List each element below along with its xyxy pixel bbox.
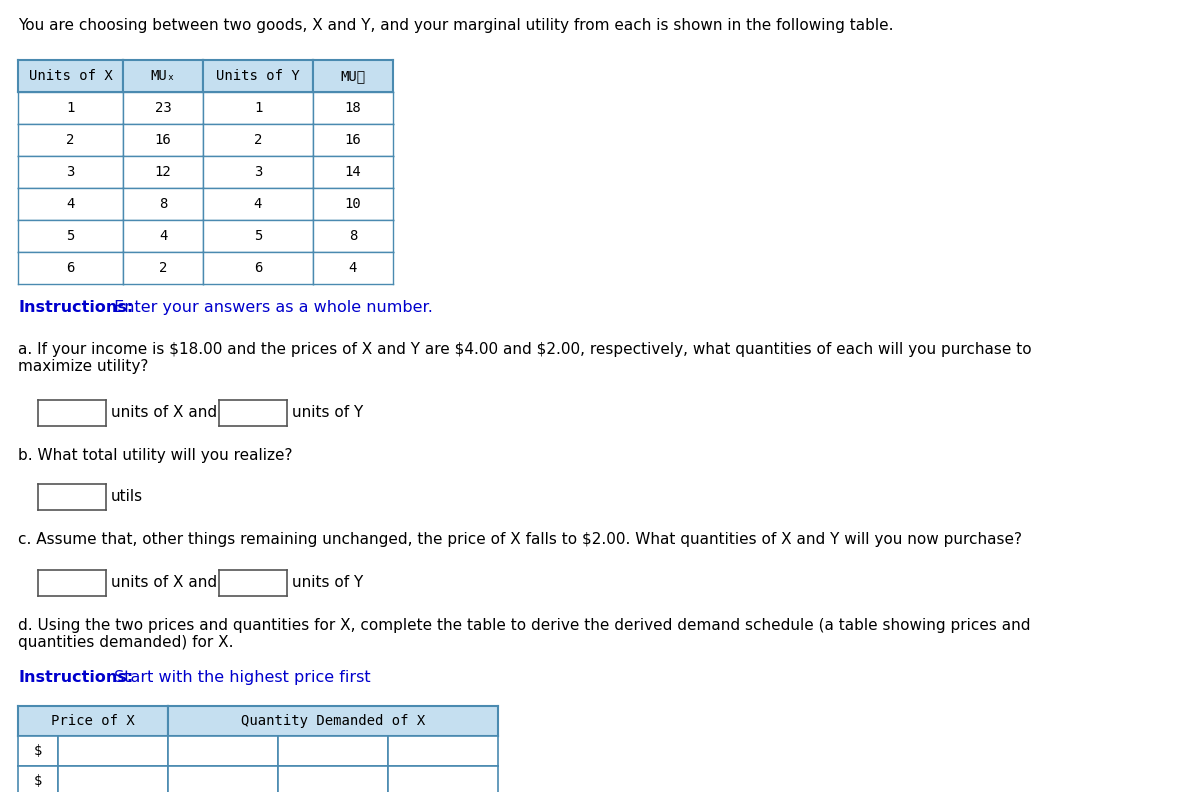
- Text: 2: 2: [254, 133, 262, 147]
- Text: units of Y: units of Y: [292, 575, 364, 590]
- Text: Start with the highest price first: Start with the highest price first: [109, 670, 371, 685]
- Text: units of Y: units of Y: [292, 405, 364, 420]
- Text: 5: 5: [254, 229, 262, 243]
- Text: 4: 4: [254, 197, 262, 211]
- Text: c. Assume that, other things remaining unchanged, the price of X falls to $2.00.: c. Assume that, other things remaining u…: [18, 532, 1022, 547]
- Text: units of X and: units of X and: [112, 405, 217, 420]
- Text: 8: 8: [349, 229, 358, 243]
- Text: d. Using the two prices and quantities for X, complete the table to derive the d: d. Using the two prices and quantities f…: [18, 618, 1031, 650]
- Text: Instructions:: Instructions:: [18, 300, 133, 315]
- Text: 16: 16: [155, 133, 172, 147]
- Text: 3: 3: [66, 165, 74, 179]
- Text: MUᵧ: MUᵧ: [341, 69, 366, 83]
- Text: 12: 12: [155, 165, 172, 179]
- Text: 2: 2: [158, 261, 167, 275]
- Text: 4: 4: [349, 261, 358, 275]
- Text: 3: 3: [254, 165, 262, 179]
- Text: Units of X: Units of X: [29, 69, 113, 83]
- Text: Units of Y: Units of Y: [216, 69, 300, 83]
- Text: utils: utils: [112, 489, 143, 504]
- Text: 1: 1: [254, 101, 262, 115]
- Text: 4: 4: [158, 229, 167, 243]
- Text: Instructions:: Instructions:: [18, 670, 133, 685]
- Text: 14: 14: [344, 165, 361, 179]
- Text: 16: 16: [344, 133, 361, 147]
- Text: $: $: [34, 774, 42, 788]
- Text: a. If your income is $18.00 and the prices of X and Y are $4.00 and $2.00, respe: a. If your income is $18.00 and the pric…: [18, 342, 1032, 375]
- Text: Enter your answers as a whole number.: Enter your answers as a whole number.: [109, 300, 433, 315]
- Text: 6: 6: [66, 261, 74, 275]
- Text: MUₓ: MUₓ: [150, 69, 175, 83]
- Text: Price of X: Price of X: [52, 714, 134, 728]
- Text: $: $: [34, 744, 42, 758]
- Text: units of X and: units of X and: [112, 575, 217, 590]
- Text: 1: 1: [66, 101, 74, 115]
- Text: Quantity Demanded of X: Quantity Demanded of X: [241, 714, 425, 728]
- Text: 6: 6: [254, 261, 262, 275]
- Text: 2: 2: [66, 133, 74, 147]
- Text: 8: 8: [158, 197, 167, 211]
- Text: 4: 4: [66, 197, 74, 211]
- Text: b. What total utility will you realize?: b. What total utility will you realize?: [18, 448, 293, 463]
- Text: 10: 10: [344, 197, 361, 211]
- Text: You are choosing between two goods, X and Y, and your marginal utility from each: You are choosing between two goods, X an…: [18, 18, 894, 33]
- Text: 5: 5: [66, 229, 74, 243]
- Text: 18: 18: [344, 101, 361, 115]
- Text: 23: 23: [155, 101, 172, 115]
